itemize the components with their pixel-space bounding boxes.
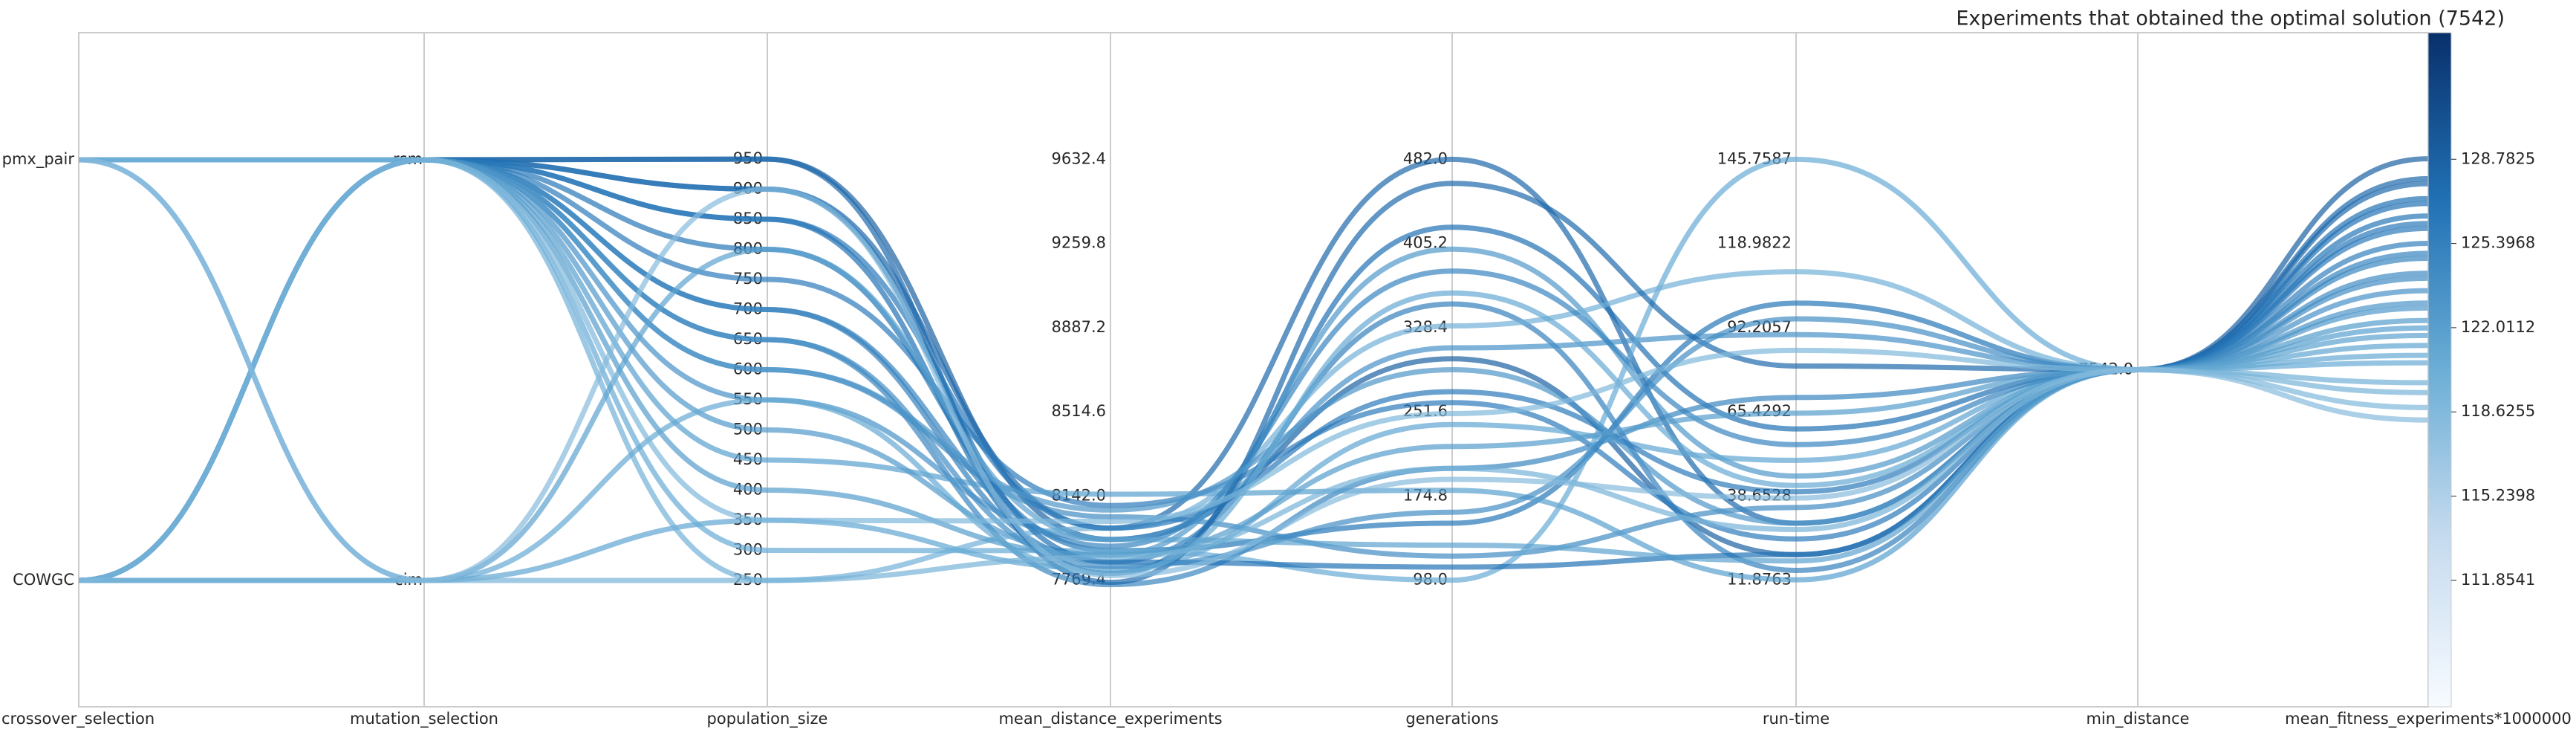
axis-label: mutation_selection [350,710,498,728]
axis-label: mean_fitness_experiments*1000000 [2285,710,2572,728]
axis-label: mean_distance_experiments [998,710,1222,728]
tick-label: 9632.4 [1052,149,1106,167]
tick-label: 9259.8 [1052,234,1106,252]
axis-label: population_size [707,710,828,728]
lines [78,156,2429,588]
data-line [78,157,2429,583]
colorbar-tick-label: 115.2398 [2461,487,2535,505]
data-line [79,290,2429,583]
chart-title: Experiments that obtained the optimal so… [1956,7,2505,30]
category-label: COWGC [13,571,74,589]
axis-label: generations [1405,710,1498,728]
data-line [78,157,2429,583]
colorbar-tick-label: 128.7825 [2461,149,2535,167]
axis-label: min_distance [2086,710,2189,728]
axis-label: crossover_selection [1,710,155,728]
colorbar-tick-label: 118.6255 [2461,402,2535,420]
colorbar [2427,32,2452,708]
colorbar-tick-label: 125.3968 [2461,234,2535,252]
data-line [79,366,2429,583]
tick-label: 8887.2 [1052,318,1106,336]
tick-label: 8514.6 [1052,402,1106,420]
colorbar-tick-label: 122.0112 [2461,318,2535,336]
data-line [79,247,2429,583]
axis-label: run-time [1763,710,1829,728]
category-label: pmx_pair [2,150,75,169]
colorbar-tick-label: 111.8541 [2461,571,2535,589]
tick-label: 118.9822 [1717,234,1792,252]
